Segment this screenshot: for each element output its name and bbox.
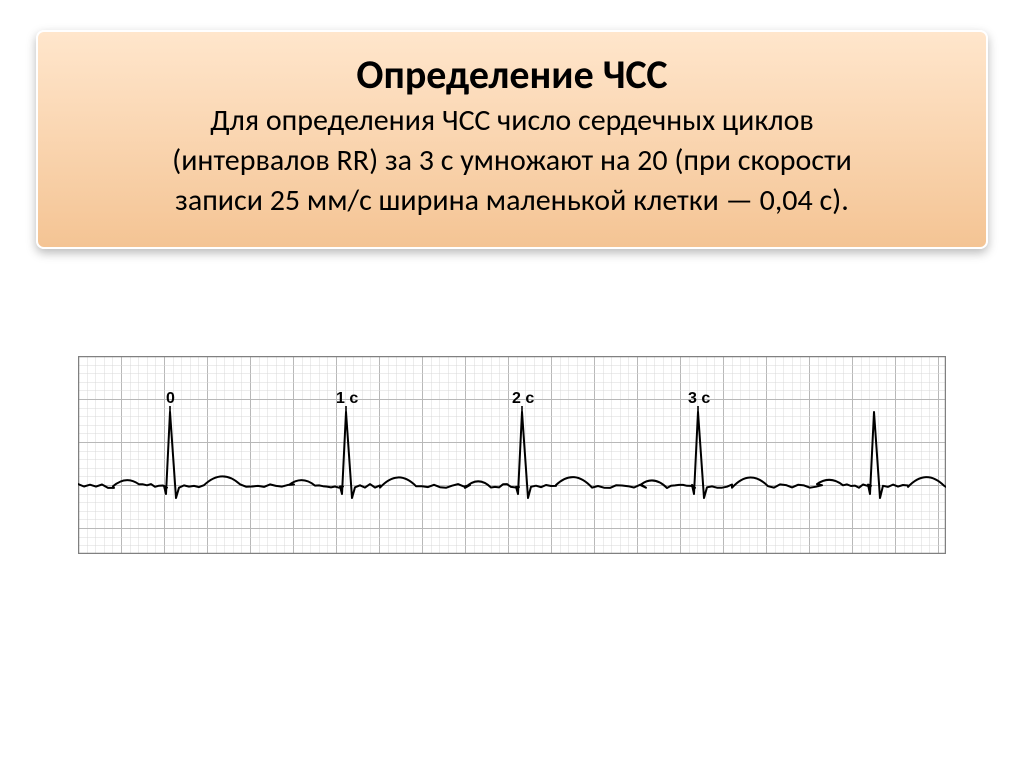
ecg-chart: 0 1 с 2 с 3 с <box>78 356 946 554</box>
subtitle-line: (интервалов RR) за 3 с умножают на 20 (п… <box>172 142 852 179</box>
ecg-tick-marks <box>170 406 698 416</box>
ecg-tick-label: 0 <box>166 390 175 408</box>
subtitle-line: записи 25 мм/с ширина маленькой клетки —… <box>175 182 849 219</box>
header-box: Определение ЧСС Для определения ЧСС числ… <box>36 30 988 249</box>
subtitle-text: Для определения ЧСС число сердечных цикл… <box>68 101 956 221</box>
subtitle-line: Для определения ЧСС число сердечных цикл… <box>210 102 814 139</box>
ecg-svg <box>78 356 946 554</box>
slide: Определение ЧСС Для определения ЧСС числ… <box>0 0 1024 768</box>
ecg-tick-label: 2 с <box>512 390 534 408</box>
ecg-tick-label: 1 с <box>336 390 358 408</box>
ecg-tick-label: 3 с <box>688 390 710 408</box>
ecg-grid <box>78 356 946 554</box>
title-text: Определение ЧСС <box>68 50 956 99</box>
